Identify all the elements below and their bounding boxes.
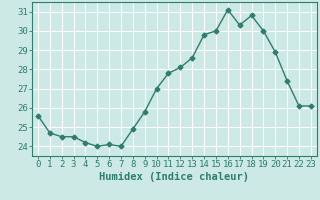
X-axis label: Humidex (Indice chaleur): Humidex (Indice chaleur) [100, 172, 249, 182]
